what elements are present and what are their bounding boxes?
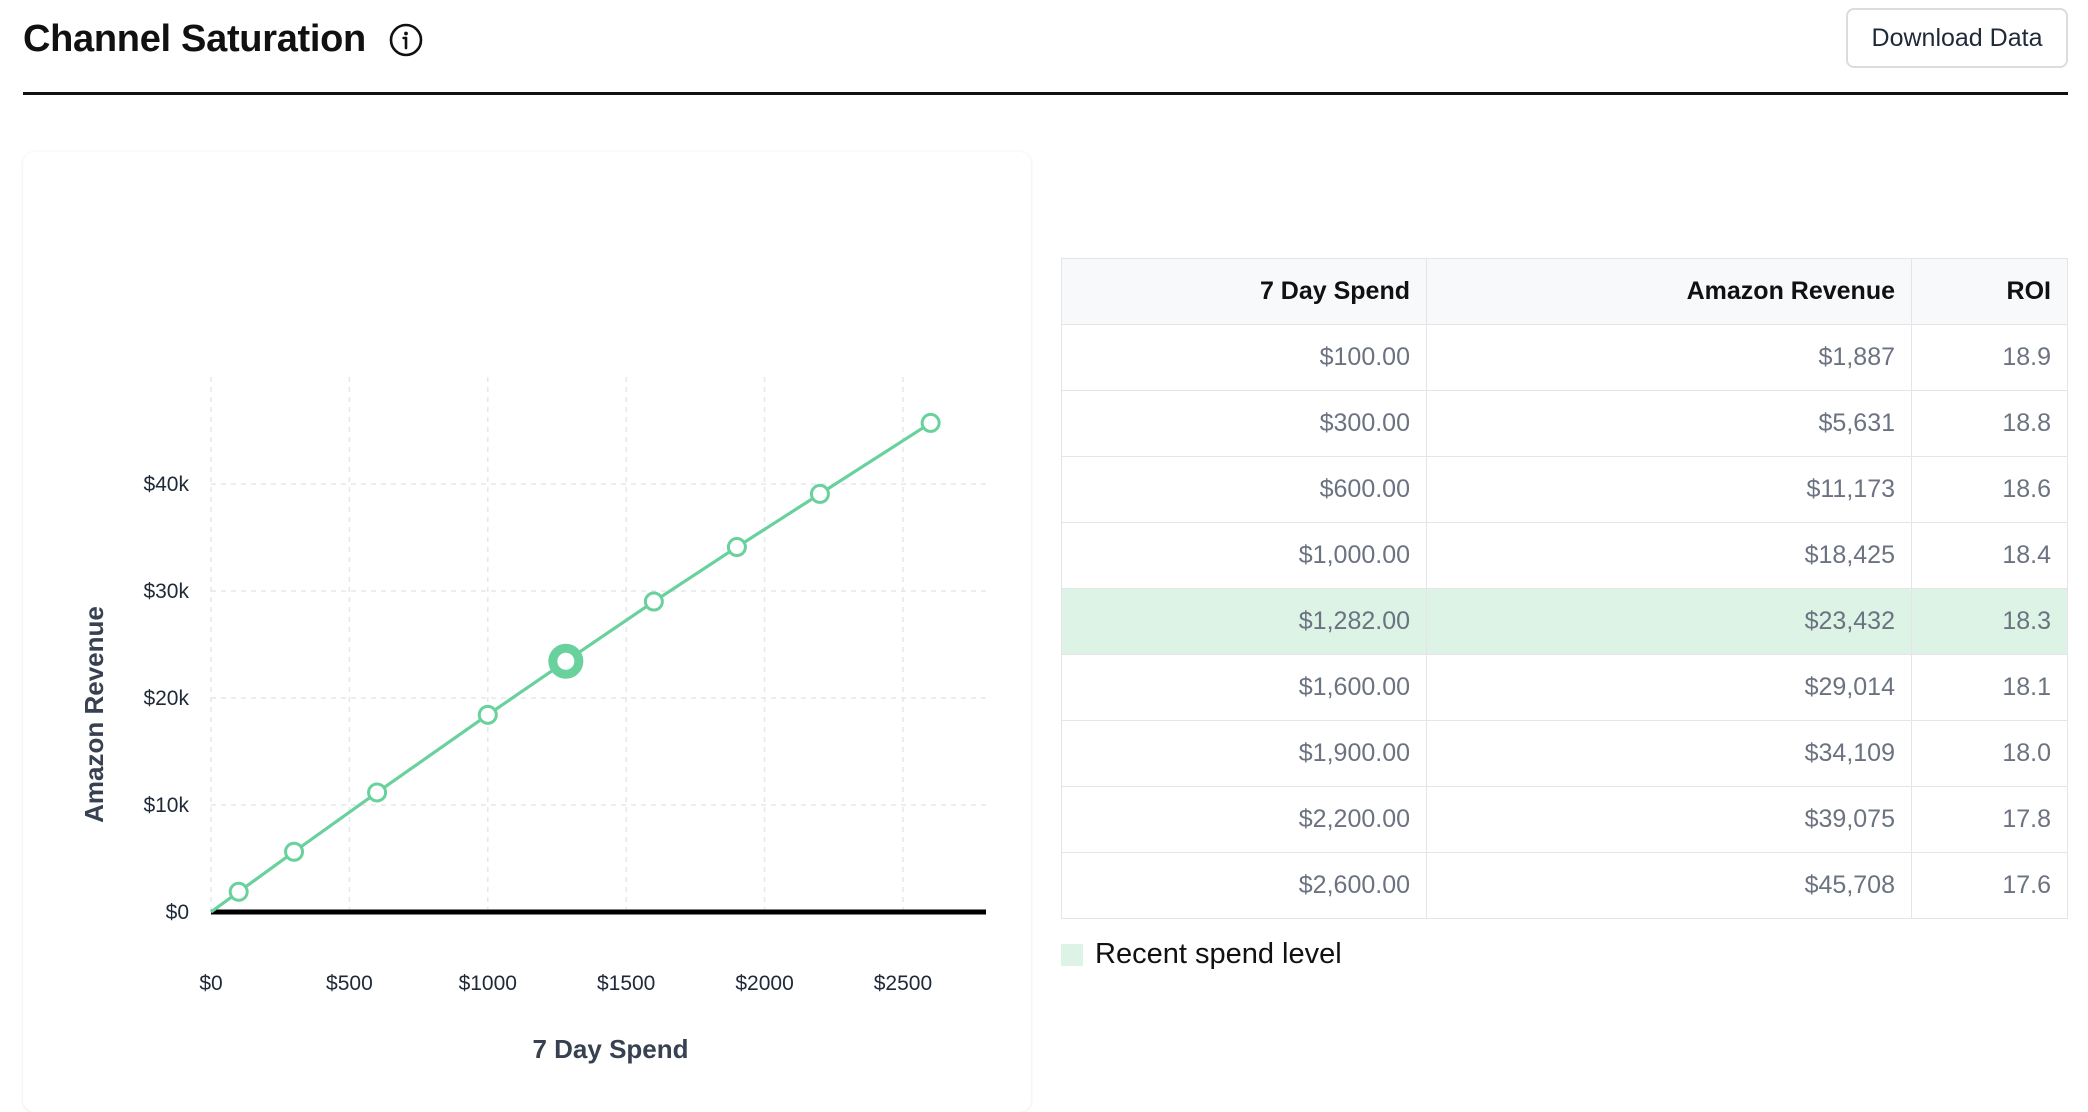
download-data-button[interactable]: Download Data [1846,8,2068,68]
data-point[interactable] [920,412,941,433]
cell-spend: $1,282.00 [1061,588,1427,655]
series-line [210,421,932,914]
column-header-spend[interactable]: 7 Day Spend [1061,258,1427,325]
table-row: $1,900.00 $34,109 18.0 [1061,720,2068,787]
y-tick-label: $10k [143,794,189,817]
x-tick-label: $500 [326,972,373,995]
cell-spend: $2,200.00 [1061,786,1427,853]
info-circle-icon[interactable] [388,22,424,58]
cell-roi: 17.8 [1911,786,2068,853]
table-row: $300.00 $5,631 18.8 [1061,390,2068,457]
cell-spend: $100.00 [1061,324,1427,391]
cell-roi: 18.1 [1911,654,2068,721]
table-row: $600.00 $11,173 18.6 [1061,456,2068,523]
cell-spend: $1,600.00 [1061,654,1427,721]
x-tick-label: $2000 [735,972,793,995]
table-row: $1,600.00 $29,014 18.1 [1061,654,2068,721]
legend: Recent spend level [1061,938,1342,971]
cell-roi: 18.8 [1911,390,2068,457]
highlight-point[interactable] [548,643,584,679]
saturation-table-wrap: 7 Day Spend Amazon Revenue ROI $100.00 $1… [1061,258,2068,919]
cell-spend: $2,600.00 [1061,852,1427,919]
cell-spend: $1,900.00 [1061,720,1427,787]
legend-label: Recent spend level [1095,938,1342,970]
cell-revenue: $1,887 [1426,324,1912,391]
x-tick-label: $0 [199,972,222,995]
y-tick-label: $30k [143,580,189,603]
saturation-table: 7 Day Spend Amazon Revenue ROI $100.00 $1… [1061,258,2068,919]
cell-revenue: $29,014 [1426,654,1912,721]
header: Channel Saturation Download Data [23,0,2068,95]
table-row: $2,600.00 $45,708 17.6 [1061,852,2068,919]
cell-revenue: $5,631 [1426,390,1912,457]
data-point[interactable] [643,591,664,612]
y-tick-label: $0 [166,901,189,924]
x-axis-title: 7 Day Spend [532,1034,688,1064]
data-point[interactable] [809,483,830,504]
cell-revenue: $11,173 [1426,456,1912,523]
table-header-row: 7 Day Spend Amazon Revenue ROI [1061,258,2068,325]
cell-revenue: $39,075 [1426,786,1912,853]
table-row: $2,200.00 $39,075 17.8 [1061,786,2068,853]
cell-roi: 17.6 [1911,852,2068,919]
table-row: $100.00 $1,887 18.9 [1061,324,2068,391]
cell-revenue: $18,425 [1426,522,1912,589]
cell-roi: 18.3 [1911,588,2068,655]
y-tick-label: $40k [143,473,189,496]
cell-roi: 18.0 [1911,720,2068,787]
cell-revenue: $23,432 [1426,588,1912,655]
data-point[interactable] [726,537,747,558]
cell-revenue: $45,708 [1426,852,1912,919]
y-tick-label: $20k [143,687,189,710]
saturation-chart: $0 $10k $20k $30k $40k $0 $500 $1000 $1500 $2000 $… [79,377,986,1064]
table-row: $1,000.00 $18,425 18.4 [1061,522,2068,589]
cell-roi: 18.4 [1911,522,2068,589]
page-title: Channel Saturation [23,18,366,60]
chart-card: $0 $10k $20k $30k $40k $0 $500 $1000 $1500 $2000 $… [23,152,1031,1112]
cell-roi: 18.9 [1911,324,2068,391]
cell-roi: 18.6 [1911,456,2068,523]
title-wrap: Channel Saturation [23,18,424,61]
data-point[interactable] [477,704,498,725]
column-header-revenue[interactable]: Amazon Revenue [1426,258,1912,325]
table-body: $100.00 $1,887 18.9 $300.00 $5,631 18.8 $600.0… [1061,324,2068,919]
table-row: $1,282.00 $23,432 18.3 [1061,588,2068,655]
cell-spend: $300.00 [1061,390,1427,457]
y-axis-title: Amazon Revenue [79,606,109,823]
legend-swatch [1061,943,1083,966]
cell-spend: $1,000.00 [1061,522,1427,589]
data-point[interactable] [228,881,249,902]
data-point[interactable] [284,841,305,862]
x-tick-label: $2500 [874,972,932,995]
column-header-roi[interactable]: ROI [1911,258,2068,325]
x-tick-label: $1500 [597,972,655,995]
data-point[interactable] [367,782,388,803]
cell-revenue: $34,109 [1426,720,1912,787]
x-tick-label: $1000 [459,972,517,995]
cell-spend: $600.00 [1061,456,1427,523]
table-head: 7 Day Spend Amazon Revenue ROI [1061,258,2068,325]
